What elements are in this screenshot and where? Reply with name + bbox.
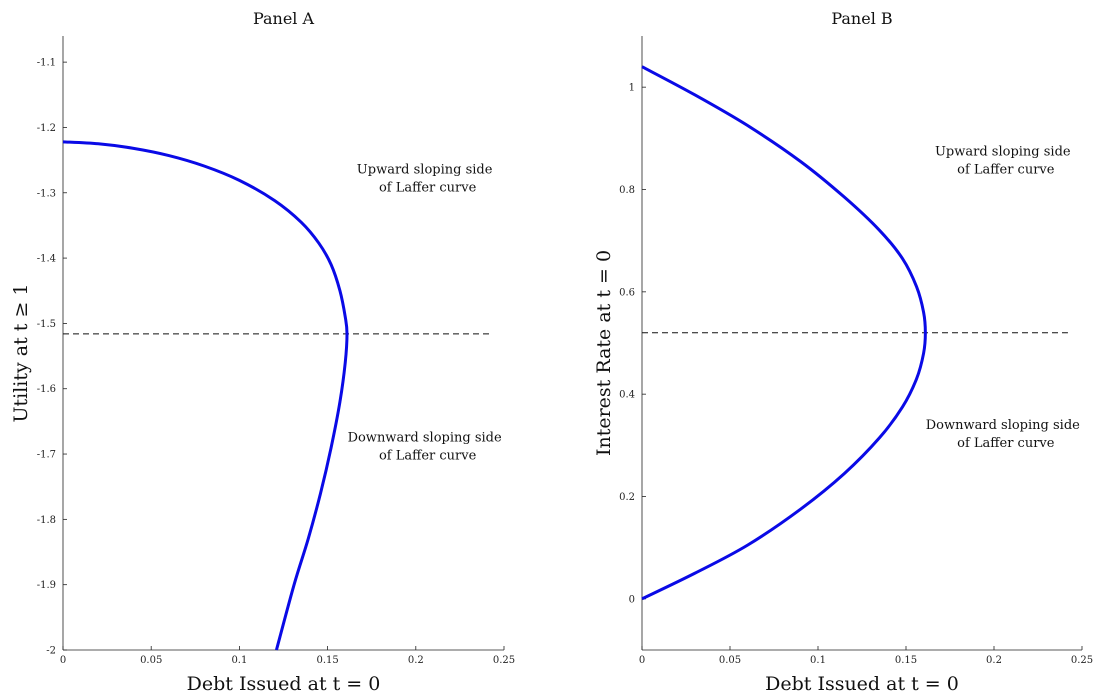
panel-title: Panel A bbox=[253, 9, 315, 28]
annotation-upward-sloping: of Laffer curve bbox=[957, 162, 1055, 177]
annotation-downward-sloping: of Laffer curve bbox=[379, 449, 477, 464]
annotation-upward-sloping: of Laffer curve bbox=[379, 181, 477, 196]
panel-title: Panel B bbox=[831, 9, 892, 28]
y-tick-label: -1.8 bbox=[37, 515, 56, 526]
y-tick-label: 0.8 bbox=[619, 185, 635, 196]
x-tick-label: 0.1 bbox=[231, 655, 247, 666]
y-tick-label: 1 bbox=[629, 83, 635, 94]
x-tick-label: 0.2 bbox=[986, 655, 1002, 666]
y-tick-label: 0.4 bbox=[619, 390, 635, 401]
x-tick-label: 0.25 bbox=[493, 655, 515, 666]
x-tick-label: 0.05 bbox=[140, 655, 162, 666]
x-tick-label: 0.1 bbox=[810, 655, 826, 666]
annotation-downward-sloping: Downward sloping side bbox=[348, 431, 502, 446]
annotation-upward-sloping: Upward sloping side bbox=[357, 163, 493, 178]
x-tick-label: 0.15 bbox=[895, 655, 917, 666]
x-tick-label: 0 bbox=[639, 655, 645, 666]
annotation-downward-sloping: Downward sloping side bbox=[926, 418, 1080, 433]
annotation-upward-sloping: Upward sloping side bbox=[935, 144, 1071, 159]
y-tick-label: 0.2 bbox=[619, 492, 635, 503]
y-tick-label: -1.5 bbox=[37, 319, 56, 330]
y-tick-label: -1.3 bbox=[37, 188, 56, 199]
x-tick-label: 0 bbox=[60, 655, 66, 666]
panel-b: Panel B 0 0.05 0.1 0.15 0.2 0.25 0 0.2 0.4 0.6 0.8 1… bbox=[593, 9, 1093, 694]
y-tick-label: -1.6 bbox=[37, 384, 56, 395]
annotation-downward-sloping: of Laffer curve bbox=[957, 436, 1055, 451]
y-tick-label: 0.6 bbox=[619, 287, 635, 298]
y-tick-label: -1.2 bbox=[37, 123, 56, 134]
y-tick-label: -1.7 bbox=[37, 450, 56, 461]
y-tick-label: -1.4 bbox=[37, 254, 56, 265]
y-tick-label: 0 bbox=[629, 594, 635, 605]
y-tick-label: -2 bbox=[46, 646, 56, 657]
laffer-curve-line bbox=[641, 65, 927, 601]
x-axis-label: Debt Issued at t = 0 bbox=[765, 673, 959, 694]
x-tick-label: 0.15 bbox=[316, 655, 338, 666]
x-tick-label: 0.05 bbox=[719, 655, 741, 666]
y-tick-label: -1.9 bbox=[37, 580, 56, 591]
laffer-curve-line bbox=[62, 140, 349, 651]
y-axis-label: Utility at t ≥ 1 bbox=[10, 283, 32, 422]
x-tick-label: 0.2 bbox=[408, 655, 424, 666]
x-tick-label: 0.25 bbox=[1071, 655, 1093, 666]
y-tick-label: -1.1 bbox=[37, 58, 56, 69]
y-axis-label: Interest Rate at t = 0 bbox=[593, 250, 615, 456]
panel-a: Panel A 0 0.05 0.1 0.15 0.2 0.25 -1.1 -1.2 -1.3 -1… bbox=[10, 9, 515, 694]
x-axis-label: Debt Issued at t = 0 bbox=[187, 673, 381, 694]
